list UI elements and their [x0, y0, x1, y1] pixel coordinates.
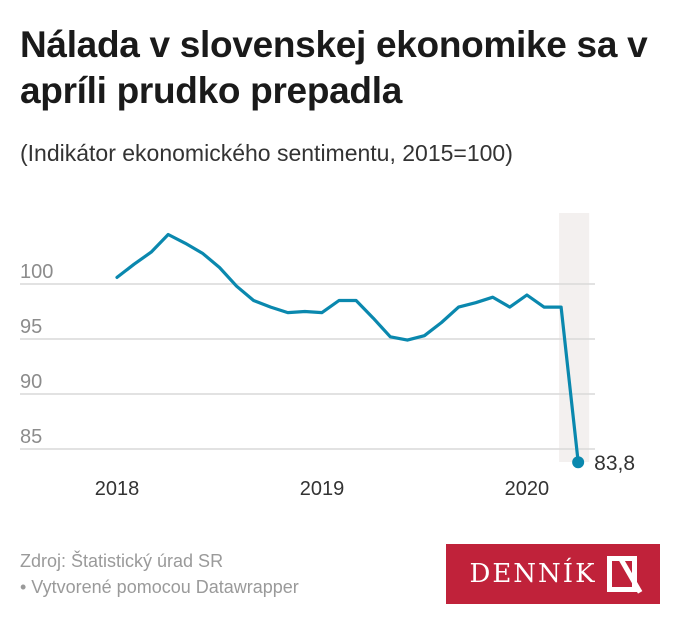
series-line [115, 232, 580, 464]
logo-text: DENNÍK [469, 559, 597, 589]
y-tick-label: 85 [20, 426, 42, 448]
footer: Zdroj: Štatistický úrad SR • Vytvorené p… [20, 548, 299, 600]
dennik-n-logo[interactable]: DENNÍK [446, 544, 660, 604]
credit-note: • Vytvorené pomocou Datawrapper [20, 577, 299, 597]
source-note: Zdroj: Štatistický úrad SR [20, 551, 224, 571]
y-tick-label: 100 [20, 261, 53, 283]
last-value-label: 83,8 [594, 452, 635, 475]
logo-n-mark-icon [606, 556, 637, 592]
data-point [572, 456, 585, 469]
chart-title: Nálada v slovenskej ekonomike sa v apríl… [20, 24, 648, 111]
x-tick-label: 2020 [505, 478, 550, 500]
x-tick-label: 2019 [300, 478, 345, 500]
chart-subtitle: (Indikátor ekonomického sentimentu, 2015… [20, 140, 513, 166]
y-tick-label: 90 [20, 371, 42, 393]
y-tick-label: 95 [20, 316, 42, 338]
x-tick-label: 2018 [95, 478, 140, 500]
